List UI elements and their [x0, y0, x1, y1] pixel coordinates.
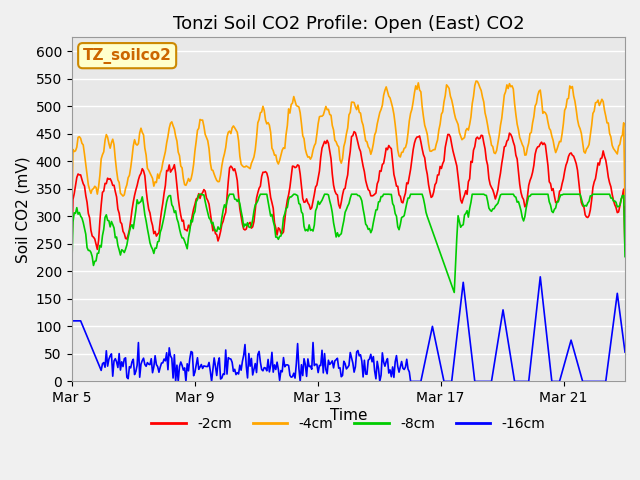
-8cm: [577, 196, 585, 202]
-16cm: [495, 331, 503, 336]
-2cm: [350, 129, 358, 134]
-4cm: [507, 84, 515, 90]
-16cm: [621, 349, 629, 355]
-8cm: [451, 289, 458, 295]
Line: -8cm: -8cm: [72, 194, 625, 292]
-4cm: [452, 116, 460, 121]
-4cm: [621, 203, 629, 208]
-8cm: [508, 192, 516, 197]
-2cm: [110, 182, 118, 188]
Line: -4cm: -4cm: [72, 81, 625, 228]
-16cm: [110, 358, 118, 364]
Y-axis label: Soil CO2 (mV): Soil CO2 (mV): [15, 156, 30, 263]
Line: -16cm: -16cm: [72, 277, 625, 382]
-8cm: [110, 225, 118, 231]
-8cm: [454, 213, 462, 218]
-4cm: [68, 226, 76, 231]
-16cm: [577, 374, 585, 380]
-4cm: [472, 78, 480, 84]
-16cm: [68, 318, 76, 324]
-16cm: [453, 335, 461, 340]
-8cm: [390, 203, 397, 209]
-8cm: [68, 272, 76, 277]
-4cm: [576, 126, 584, 132]
-2cm: [453, 163, 461, 169]
-2cm: [621, 247, 629, 253]
-2cm: [507, 132, 515, 137]
-4cm: [110, 142, 118, 148]
-2cm: [576, 191, 584, 196]
-2cm: [495, 178, 503, 183]
-16cm: [172, 379, 179, 384]
Title: Tonzi Soil CO2 Profile: Open (East) CO2: Tonzi Soil CO2 Profile: Open (East) CO2: [173, 15, 524, 33]
Text: TZ_soilco2: TZ_soilco2: [83, 48, 172, 64]
-16cm: [507, 355, 515, 360]
-4cm: [495, 132, 503, 138]
-16cm: [390, 374, 397, 380]
-8cm: [497, 192, 504, 198]
Legend: -2cm, -4cm, -8cm, -16cm: -2cm, -4cm, -8cm, -16cm: [146, 411, 551, 436]
-8cm: [196, 192, 204, 197]
-8cm: [621, 254, 629, 260]
-4cm: [388, 105, 396, 110]
-2cm: [390, 171, 397, 177]
Line: -2cm: -2cm: [72, 132, 625, 258]
-2cm: [68, 255, 76, 261]
X-axis label: Time: Time: [330, 408, 367, 423]
-16cm: [536, 274, 544, 280]
